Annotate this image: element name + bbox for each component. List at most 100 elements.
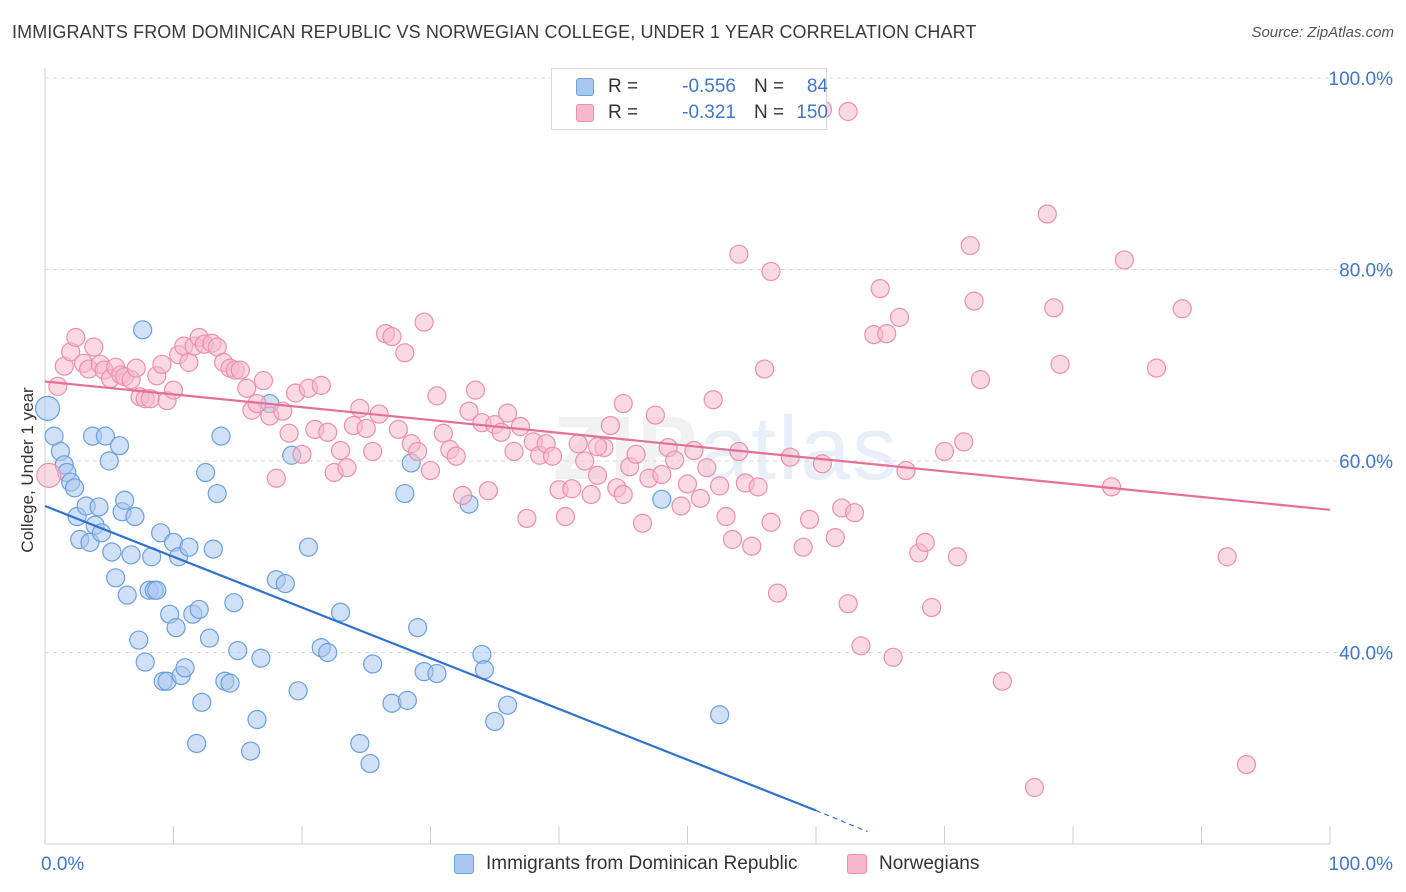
dominican-point [129,630,149,650]
norwegian-point [703,390,723,410]
dominican-point [397,690,417,710]
pink-swatch-icon [576,104,594,122]
dominican-point [89,497,109,517]
norwegian-point [311,375,331,395]
dominican-point [203,539,223,559]
dominican-point [121,545,141,565]
norwegian-point [1037,204,1057,224]
y-tick-label: 100.0% [1329,69,1394,90]
r-value: -0.321 [682,102,736,123]
norwegian-point [844,503,865,523]
dominican-point [95,426,115,446]
norwegian-point [922,597,942,618]
norwegian-point [382,326,402,347]
norwegian-point [697,458,717,478]
dominican-point [275,573,295,594]
norwegian-point [838,594,858,614]
dominican-point [192,692,212,712]
norwegian-point [356,418,376,439]
norwegian-point [652,464,672,485]
dominican-point [187,733,207,754]
norwegian-point [48,376,68,396]
norwegian-point [710,476,730,496]
dominican-point [189,599,209,620]
dominican-point [298,537,319,557]
norwegian-point [877,324,897,344]
norwegian-point [626,444,646,464]
norwegian-point [36,462,62,488]
dominican-point [102,542,122,562]
norwegian-point [793,537,813,557]
source-credit: Source: ZipAtlas.com [1251,24,1394,41]
series-legend: Immigrants from Dominican Republic Norwe… [0,852,1406,878]
dominican-point [115,490,135,510]
norwegian-point [632,513,653,533]
dominican-point [64,478,85,498]
dominican-point [485,711,505,732]
dominican-point [106,568,126,588]
norwegian-point [414,312,434,332]
r-label: R = [608,102,639,123]
dominican-point [207,483,227,504]
dominican-point [125,506,145,527]
norwegian-point [510,416,531,437]
norwegian-point [613,393,633,414]
norwegian-point [575,451,595,471]
norwegian-point [889,307,910,327]
x-tick-label: 100.0% [1329,854,1394,875]
dominican-point [211,426,231,446]
norwegian-point [883,647,903,667]
norwegian-point [1024,777,1045,798]
norwegian-point [896,460,916,481]
dominican-point [166,618,186,638]
norwegian-point [645,405,665,425]
norwegian-point [230,360,250,380]
dominican-point [175,658,195,678]
chart-title: IMMIGRANTS FROM DOMINICAN REPUBLIC VS NO… [12,22,977,42]
norwegian-point [330,440,351,461]
y-tick-label: 60.0% [1339,452,1393,473]
dominican-trend-extension [815,809,868,833]
norwegian-point [279,423,299,443]
norwegian-point [568,434,588,454]
dominican-trend-line [44,504,817,812]
norwegian-point [947,547,967,567]
norwegian-point [555,506,576,527]
norwegian-point [934,441,955,462]
norwegian-point [960,235,980,256]
norwegian-point [318,422,338,442]
norwegian-point [126,358,146,378]
y-tick-label: 40.0% [1339,644,1393,665]
dominican-point [179,537,199,557]
dominican-point [99,451,119,471]
dominican-point [652,489,672,509]
norwegian-point [427,386,447,406]
blue-swatch-icon [454,854,474,874]
norwegian-point [1217,547,1237,567]
dominican-point [109,436,130,456]
norwegian-point [600,415,621,436]
norwegian-point [729,244,749,264]
dominican-point [363,654,383,674]
norwegian-point [671,496,691,516]
dominican-point [117,585,137,605]
dominican-point [147,580,167,600]
dominican-point [199,628,220,648]
norwegian-point [722,529,743,550]
dominican-point [224,593,244,613]
norwegian-point [433,423,453,443]
legend-label: Immigrants from Dominican Republic [486,853,798,874]
norwegian-trend-line [44,380,1331,511]
norwegian-point [152,354,172,374]
norwegian-point [266,468,286,488]
norwegian-point [478,481,498,501]
n-label: N = [754,102,785,123]
norwegian-point [542,446,563,466]
norwegian-point [587,437,608,457]
norwegian-point [179,352,199,372]
dominican-point [395,483,415,504]
norwegian-point [1114,250,1135,270]
norwegian-point [408,441,428,462]
norwegian-point [253,370,274,391]
norwegian-point [992,671,1012,691]
